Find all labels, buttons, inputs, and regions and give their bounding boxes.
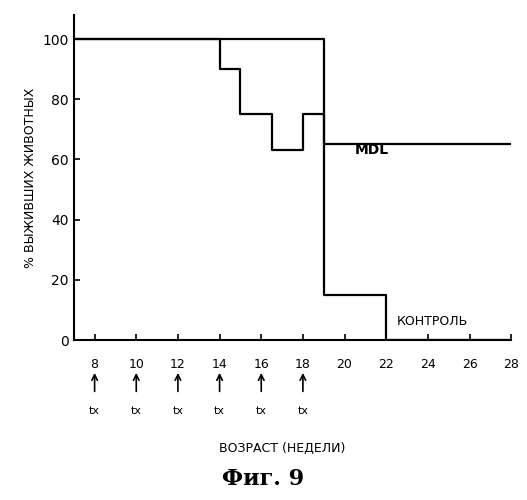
Text: 28: 28 bbox=[503, 358, 519, 371]
Text: 26: 26 bbox=[462, 358, 477, 371]
Text: tx: tx bbox=[131, 406, 142, 416]
Text: tx: tx bbox=[214, 406, 225, 416]
Text: 22: 22 bbox=[378, 358, 394, 371]
Text: 24: 24 bbox=[420, 358, 436, 371]
Text: MDL: MDL bbox=[355, 144, 389, 158]
Text: 8: 8 bbox=[91, 358, 99, 371]
Text: tx: tx bbox=[256, 406, 267, 416]
Text: Фиг. 9: Фиг. 9 bbox=[222, 468, 305, 490]
Text: 18: 18 bbox=[295, 358, 311, 371]
Text: 20: 20 bbox=[337, 358, 353, 371]
Text: tx: tx bbox=[297, 406, 308, 416]
Text: tx: tx bbox=[89, 406, 100, 416]
Text: КОНТРОЛЬ: КОНТРОЛЬ bbox=[397, 316, 468, 328]
Text: 14: 14 bbox=[212, 358, 228, 371]
Text: 16: 16 bbox=[253, 358, 269, 371]
Text: 12: 12 bbox=[170, 358, 186, 371]
Y-axis label: % ВЫЖИВШИХ ЖИВОТНЫХ: % ВЫЖИВШИХ ЖИВОТНЫХ bbox=[24, 88, 37, 268]
Text: 10: 10 bbox=[129, 358, 144, 371]
Text: tx: tx bbox=[172, 406, 183, 416]
Text: ВОЗРАСТ (НЕДЕЛИ): ВОЗРАСТ (НЕДЕЛИ) bbox=[219, 442, 345, 456]
